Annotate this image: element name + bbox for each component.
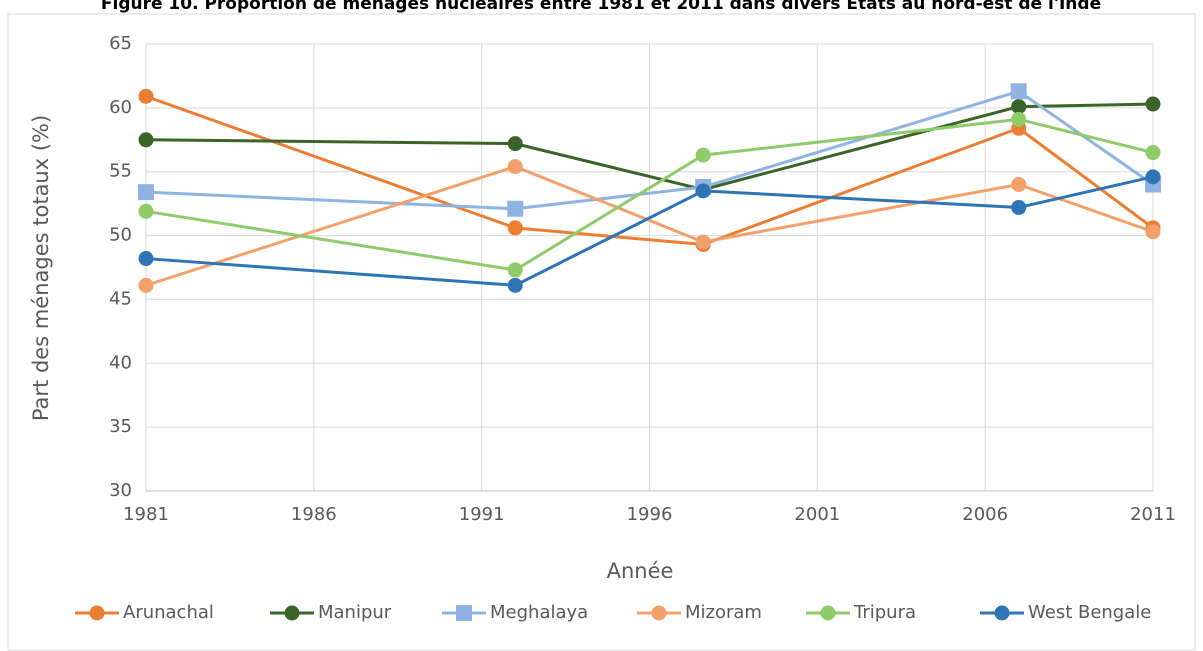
x-tick-label: 2001 [794, 504, 840, 525]
x-tick-label: 1996 [627, 504, 673, 525]
y-tick-label: 30 [109, 480, 132, 501]
legend-marker [651, 605, 667, 621]
data-point [507, 159, 523, 175]
data-point [1145, 224, 1161, 240]
x-tick-label: 2011 [1130, 504, 1176, 525]
y-tick-label: 55 [109, 161, 132, 182]
legend-label: West Bengale [1028, 602, 1151, 623]
data-point [138, 203, 154, 219]
chart-title: Figure 10. Proportion de ménages nucléai… [101, 0, 1101, 14]
legend-label: Arunachal [123, 602, 214, 623]
legend-label: Manipur [318, 602, 392, 623]
data-point [507, 262, 523, 278]
data-point [1011, 99, 1027, 115]
legend-marker [89, 605, 105, 621]
y-axis-title: Part des ménages totaux (%) [29, 115, 53, 421]
x-tick-label: 1986 [291, 504, 337, 525]
legend-label: Mizoram [685, 602, 762, 623]
legend-label: Meghalaya [490, 602, 588, 623]
data-point [1011, 111, 1027, 127]
data-point [695, 183, 711, 199]
data-point [695, 234, 711, 250]
x-tick-label: 2006 [962, 504, 1008, 525]
data-point [1145, 169, 1161, 185]
data-point [138, 251, 154, 267]
data-point [1145, 96, 1161, 112]
data-point [1145, 145, 1161, 161]
data-point [138, 132, 154, 148]
legend-marker [994, 605, 1010, 621]
legend-marker [820, 605, 836, 621]
data-point [507, 220, 523, 236]
data-point [507, 200, 524, 217]
data-point [1011, 176, 1027, 192]
data-point [138, 184, 154, 201]
y-tick-label: 45 [109, 288, 132, 309]
data-point [507, 136, 523, 152]
x-axis-title: Année [607, 559, 674, 583]
data-point [1011, 199, 1027, 215]
legend-label: Tripura [853, 602, 916, 623]
chart-frame [7, 13, 1196, 651]
y-tick-label: 40 [109, 352, 132, 373]
data-point [695, 147, 711, 163]
data-point [138, 277, 154, 293]
y-tick-label: 35 [109, 416, 132, 437]
data-point [507, 277, 523, 293]
data-point [138, 88, 154, 104]
y-tick-label: 65 [109, 33, 132, 54]
legend-marker [284, 605, 300, 621]
y-tick-label: 60 [109, 97, 132, 118]
legend-marker [456, 605, 472, 621]
data-point [1010, 83, 1027, 100]
y-tick-label: 50 [109, 225, 132, 246]
x-tick-label: 1991 [459, 504, 505, 525]
x-tick-label: 1981 [123, 504, 169, 525]
